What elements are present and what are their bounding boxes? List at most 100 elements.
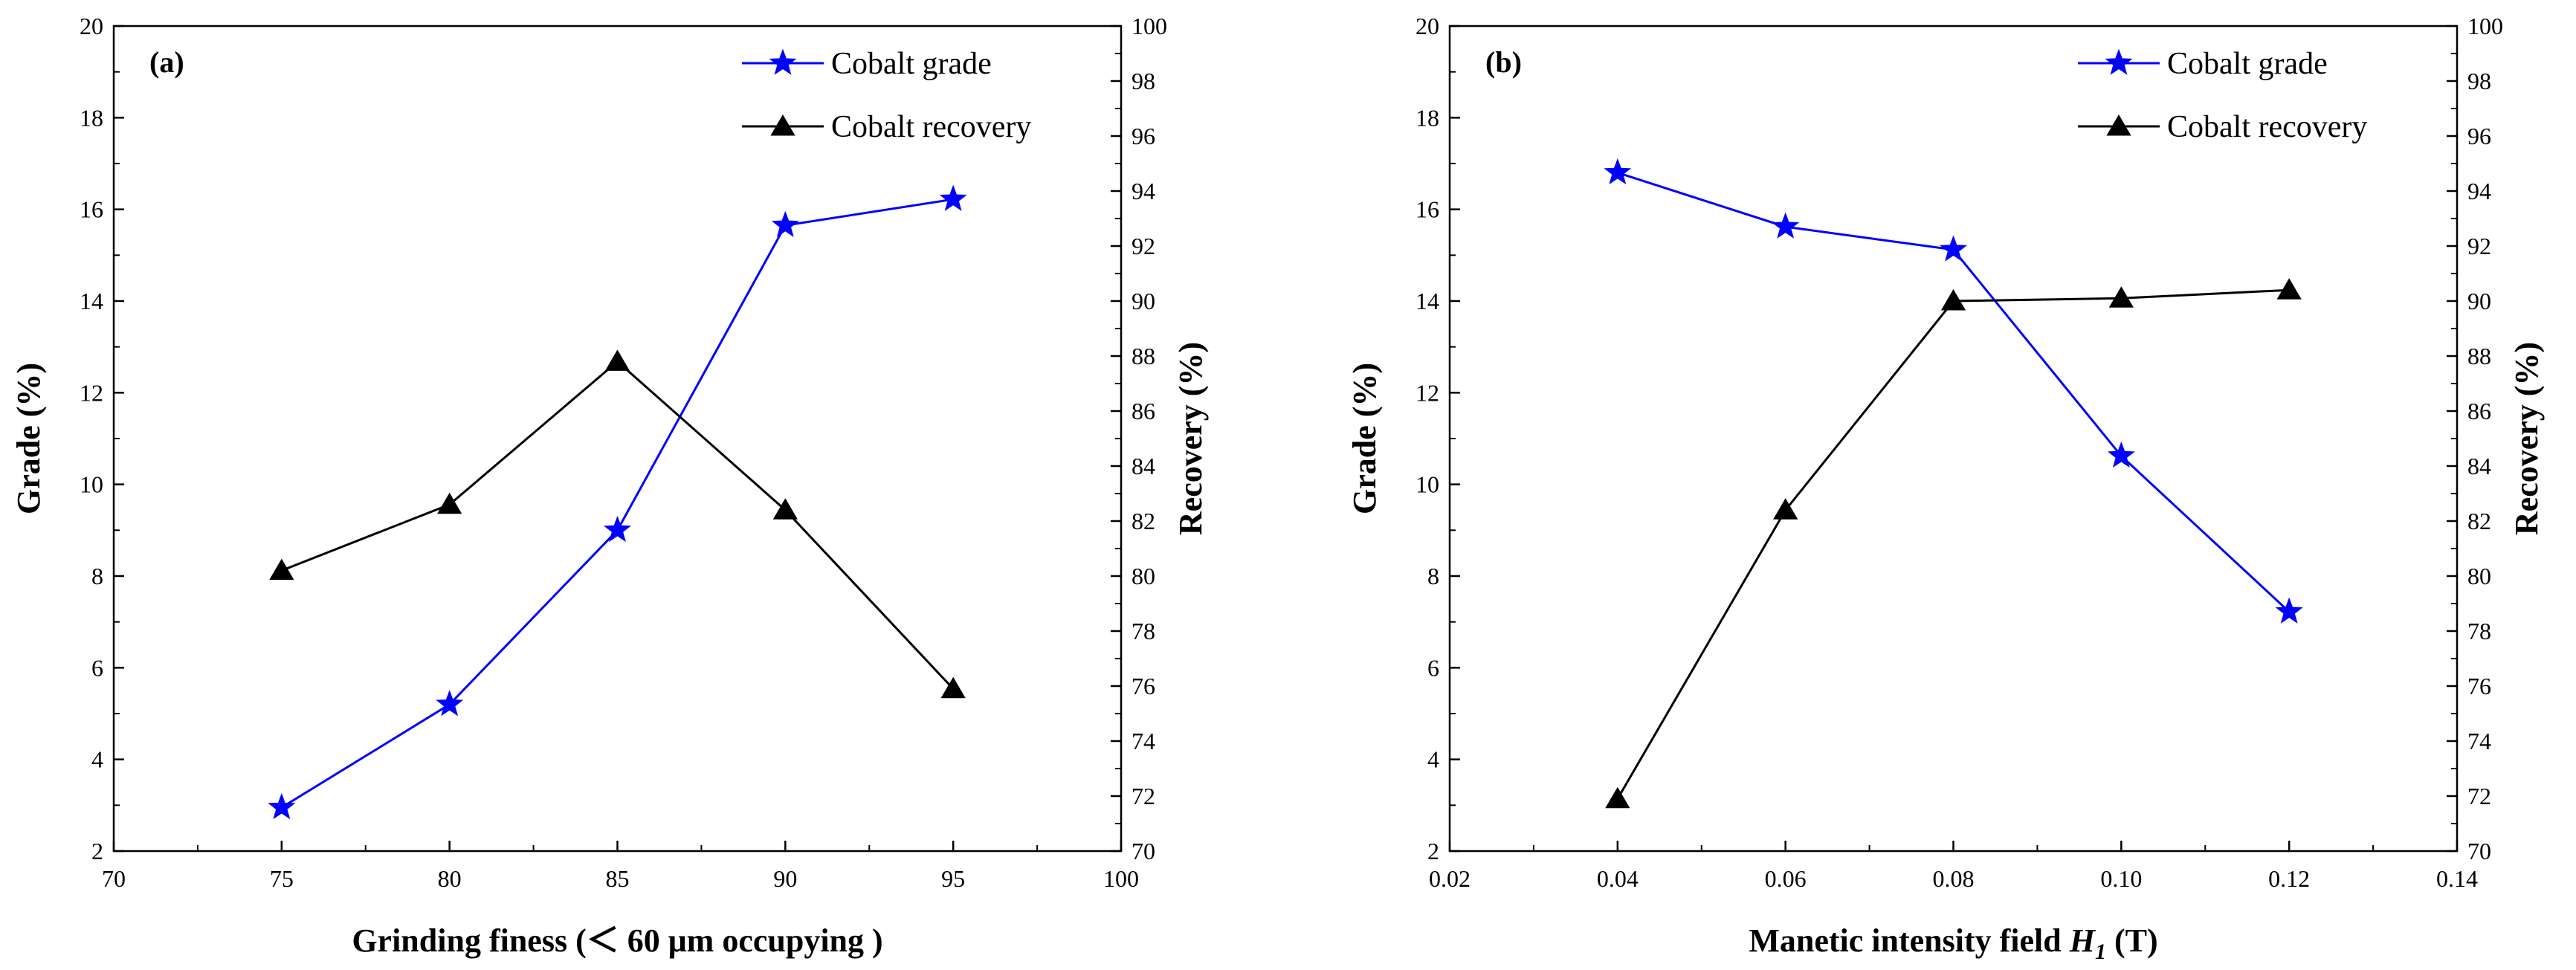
y-right-tick-label: 92 [1132, 233, 1155, 259]
y-left-tick-label: 2 [1427, 838, 1439, 864]
x-tick-label: 75 [270, 865, 294, 892]
y-right-tick-label: 78 [1132, 618, 1155, 644]
grade-point [1604, 158, 1632, 185]
x-axis-title: Manetic intensity field H1 (T) [1749, 922, 2157, 964]
y-right-tick-label: 86 [2467, 398, 2491, 424]
y-right-tick-label: 88 [1132, 343, 1155, 369]
legend-label: Cobalt recovery [2167, 110, 2367, 144]
x-tick-label: 0.04 [1597, 865, 1639, 892]
y-left-tick-label: 10 [80, 471, 103, 498]
legend-triangle-icon [770, 114, 795, 136]
x-tick-label: 95 [941, 865, 965, 892]
y-right-tick-label: 78 [2467, 618, 2491, 644]
y-left-tick-label: 18 [80, 104, 103, 131]
y-left-tick-label: 12 [80, 379, 103, 406]
series-line-recovery [1616, 288, 2290, 800]
panel-label: (a) [149, 45, 184, 79]
recovery-point [2276, 278, 2302, 300]
y-right-tick-label: 72 [2467, 783, 2491, 809]
y-right-tick-label: 74 [2467, 728, 2491, 754]
y-right-tick-label: 96 [1132, 123, 1155, 149]
x-tick-label: 0.10 [2100, 865, 2142, 892]
x-tick-label: 100 [1103, 865, 1139, 892]
y-left-tick-label: 4 [1427, 746, 1439, 773]
grade-point [1772, 212, 1800, 239]
y-right-tick-label: 94 [2467, 178, 2491, 204]
y-left-tick-label: 20 [1415, 13, 1439, 39]
x-tick-label: 80 [438, 865, 462, 892]
y-left-tick-label: 6 [1427, 654, 1439, 681]
y-right-tick-label: 86 [1132, 398, 1155, 424]
y-right-tick-label: 90 [1132, 288, 1155, 314]
legend-star-icon [2105, 48, 2133, 75]
grade-point [1940, 235, 1967, 262]
y-right-tick-label: 76 [1132, 673, 1155, 699]
x-tick-label: 90 [773, 865, 797, 892]
recovery-point [269, 558, 294, 581]
y-left-tick-label: 20 [80, 13, 103, 39]
y-right-tick-label: 82 [2467, 508, 2491, 534]
recovery-point [940, 676, 966, 699]
y-right-tick-label: 90 [2467, 288, 2491, 314]
y-left-tick-label: 8 [1427, 563, 1439, 589]
x-tick-label: 85 [606, 865, 630, 892]
recovery-point [437, 492, 462, 514]
y-right-axis-title: Recovery (%) [2508, 342, 2545, 535]
y-right-tick-label: 70 [2467, 838, 2491, 864]
y-left-tick-label: 14 [1415, 288, 1439, 314]
y-right-tick-label: 80 [2467, 563, 2491, 589]
y-right-tick-label: 80 [1132, 563, 1155, 589]
y-left-tick-label: 16 [1415, 196, 1439, 223]
chart-panel-b: 0.02 0.04 0.06 0.08 0.10 0.12 0.14 2 4 6 8 10 12 14 16… [1346, 13, 2545, 964]
y-left-axis-title: Grade (%) [1346, 363, 1383, 514]
y-right-tick-label: 72 [1132, 783, 1155, 809]
plot-frame [112, 25, 1123, 853]
recovery-point [2108, 286, 2134, 308]
y-left-tick-label: 18 [1415, 104, 1439, 131]
recovery-point [1940, 289, 1966, 311]
grade-point [268, 792, 296, 820]
y-right-tick-label: 94 [1132, 178, 1155, 204]
y-right-tick-label: 70 [1132, 838, 1155, 864]
y-right-tick-label: 84 [1132, 453, 1155, 479]
y-right-tick-label: 100 [2467, 13, 2503, 39]
legend-label: Cobalt recovery [831, 110, 1031, 144]
grade-point [939, 184, 967, 211]
series-line-grade [281, 198, 954, 809]
x-tick-label: 70 [102, 865, 126, 892]
grade-point [2275, 597, 2303, 624]
y-right-tick-label: 100 [1132, 13, 1167, 39]
grade-point [771, 210, 799, 237]
y-right-tick-label: 84 [2467, 453, 2491, 479]
y-left-tick-label: 6 [91, 654, 103, 681]
panel-label: (b) [1485, 45, 1522, 79]
y-right-tick-label: 98 [1132, 68, 1155, 94]
y-left-tick-label: 10 [1415, 471, 1439, 498]
y-right-tick-label: 96 [2467, 123, 2491, 149]
recovery-point [1773, 498, 1798, 520]
y-left-tick-label: 12 [1415, 379, 1439, 406]
y-right-axis-title: Recovery (%) [1172, 342, 1209, 535]
y-left-axis-title: Grade (%) [10, 363, 47, 514]
x-axis-title: Grinding finess (＜ 60 μm occupying ) [352, 922, 882, 959]
recovery-point [604, 349, 630, 371]
y-left-tick-label: 2 [91, 838, 103, 864]
y-left-tick-label: 16 [80, 196, 103, 223]
grade-point [2107, 441, 2135, 468]
recovery-point [772, 498, 798, 520]
x-tick-label: 0.02 [1429, 865, 1471, 892]
chart-panel-a: 70 75 80 85 90 95 100 2 4 6 8 10 12 14 16 18 20 70 72 74 76 7… [10, 13, 1209, 959]
x-tick-label: 0.14 [2436, 865, 2478, 892]
y-right-tick-label: 98 [2467, 68, 2491, 94]
y-right-tick-label: 82 [1132, 508, 1155, 534]
y-left-tick-label: 14 [80, 288, 103, 314]
legend-star-icon [769, 48, 797, 75]
x-tick-label: 0.12 [2268, 865, 2310, 892]
x-tick-label: 0.06 [1765, 865, 1807, 892]
legend-triangle-icon [2106, 114, 2131, 136]
legend-label: Cobalt grade [2167, 47, 2328, 81]
x-tick-label: 0.08 [1933, 865, 1975, 892]
y-left-tick-label: 8 [91, 563, 103, 589]
y-right-tick-label: 88 [2467, 343, 2491, 369]
